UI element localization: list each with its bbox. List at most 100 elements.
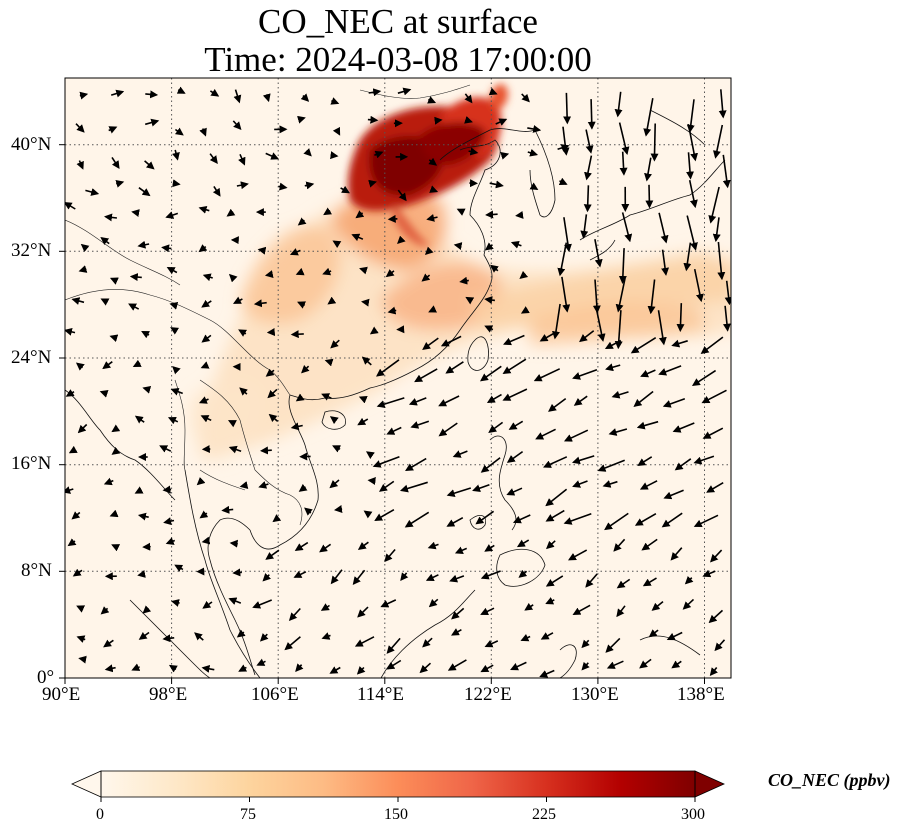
wind-arrow <box>357 541 369 550</box>
wind-arrow <box>486 393 502 403</box>
wind-arrow <box>647 279 656 315</box>
wind-arrow <box>226 208 236 217</box>
wind-arrow <box>259 633 269 642</box>
wind-arrow <box>510 661 527 671</box>
wind-arrow <box>128 303 140 311</box>
wind-arrow <box>459 276 469 285</box>
wind-arrow <box>199 127 207 137</box>
wind-arrow <box>606 660 624 669</box>
wind-arrow <box>236 181 249 190</box>
wind-arrow <box>650 123 659 162</box>
wind-arrow <box>262 93 271 103</box>
wind-arrow <box>111 424 121 433</box>
wind-arrow <box>438 422 458 437</box>
wind-arrow <box>297 217 307 226</box>
wind-arrow <box>611 390 629 399</box>
wind-arrow <box>369 326 379 335</box>
wind-arrow <box>110 89 125 98</box>
wind-arrow <box>642 577 657 587</box>
wind-arrow <box>111 544 121 552</box>
wind-arrow <box>290 422 303 431</box>
wind-arrow <box>515 210 524 219</box>
wind-arrow <box>533 368 561 382</box>
wind-arrow <box>65 201 76 210</box>
wind-arrow <box>519 270 529 280</box>
wind-arrow <box>138 631 150 640</box>
wind-arrow <box>330 569 343 585</box>
wind-arrow <box>693 268 704 303</box>
map-subtitle-time: Time: 2024-03-08 17:00:00 <box>204 40 592 79</box>
wind-arrow <box>252 599 272 609</box>
wind-arrow <box>686 99 695 133</box>
wind-arrow <box>376 359 400 377</box>
wind-arrow <box>672 422 695 433</box>
wind-arrow <box>330 339 340 349</box>
wind-arrow <box>580 214 589 239</box>
wind-arrow <box>104 213 117 222</box>
wind-arrow <box>145 90 159 99</box>
wind-arrow <box>100 606 110 615</box>
wind-arrow <box>438 395 460 407</box>
wind-arrow <box>144 160 155 170</box>
wind-arrow <box>521 93 530 103</box>
lon-tick-label: 138°E <box>677 684 725 705</box>
wind-arrow <box>708 609 724 624</box>
wind-arrow <box>100 236 110 245</box>
wind-arrow <box>368 88 382 97</box>
wind-arrow <box>376 397 405 408</box>
wind-arrow <box>686 215 698 251</box>
wind-arrow <box>228 273 238 283</box>
wind-arrow <box>201 536 211 545</box>
wind-arrow <box>72 568 83 577</box>
wind-arrow <box>495 118 508 126</box>
wind-arrow <box>419 662 432 674</box>
wind-arrow <box>262 573 271 582</box>
wind-arrow <box>446 487 472 497</box>
wind-arrow <box>449 574 465 583</box>
wind-arrow <box>472 484 490 493</box>
wind-arrow <box>137 512 149 521</box>
wind-arrow <box>563 429 589 442</box>
wind-arrow <box>662 397 686 408</box>
colorbar-tick-label: 75 <box>240 806 256 823</box>
wind-arrow <box>111 446 121 455</box>
lon-tick-label: 98°E <box>149 684 188 705</box>
wind-arrow <box>583 185 592 213</box>
wind-arrow <box>168 664 178 673</box>
wind-arrow <box>605 637 621 653</box>
wind-arrow <box>361 356 372 366</box>
wind-arrow <box>221 505 234 514</box>
wind-arrow <box>488 421 504 433</box>
wind-arrow <box>267 388 278 399</box>
wind-arrow <box>352 569 366 585</box>
wind-arrow <box>718 89 727 119</box>
co-plume-core <box>348 84 508 246</box>
wind-arrow <box>340 185 350 194</box>
wind-arrow <box>557 242 568 277</box>
wind-arrow <box>288 607 301 621</box>
wind-arrow <box>709 666 718 677</box>
wind-arrow <box>484 544 495 552</box>
wind-arrow <box>633 390 654 407</box>
wind-arrow <box>65 327 76 336</box>
wind-arrow <box>644 157 652 182</box>
wind-arrow <box>639 480 658 490</box>
wind-arrow <box>563 217 572 253</box>
lat-tick-label: 8°N <box>21 560 52 581</box>
wind-arrow <box>358 396 368 404</box>
wind-arrow <box>209 153 218 164</box>
wind-arrow <box>479 365 502 382</box>
wind-arrow <box>520 633 531 642</box>
wind-arrow <box>171 599 180 607</box>
wind-arrow <box>289 248 301 256</box>
wind-arrow <box>103 477 114 486</box>
wind-arrow <box>452 450 468 458</box>
wind-arrow <box>374 509 395 521</box>
wind-arrow <box>170 387 183 396</box>
wind-arrow <box>258 481 269 489</box>
wind-arrow <box>502 358 527 375</box>
wind-arrow <box>724 280 731 306</box>
wind-arrow <box>579 330 595 343</box>
wind-arrow <box>321 632 331 640</box>
wind-arrow <box>447 659 467 671</box>
